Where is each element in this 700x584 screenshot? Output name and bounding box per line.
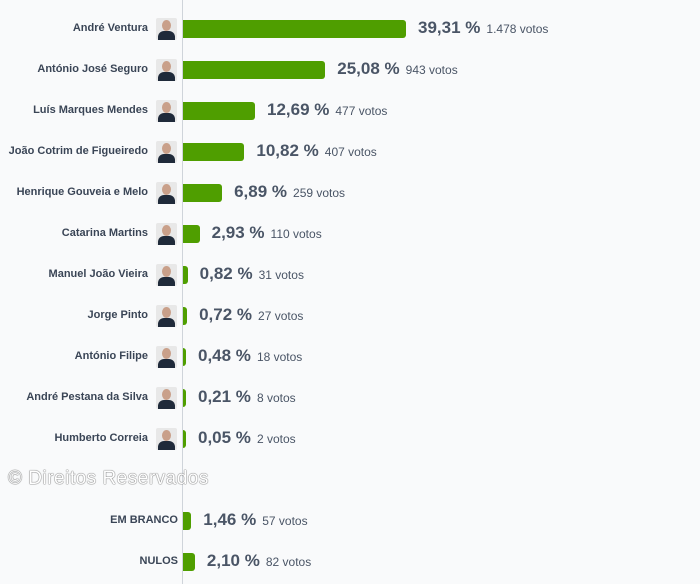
chart-row: Manuel João Vieira 0,82 % 31 votos <box>0 263 700 287</box>
candidate-photo <box>156 182 177 204</box>
candidate-photo <box>156 305 177 327</box>
bar <box>183 61 326 79</box>
category-label: Catarina Martins <box>61 227 148 239</box>
percent-label: 1,46 % <box>203 510 257 529</box>
watermark: © Direitos Reservados <box>8 468 209 489</box>
chart-row: João Cotrim de Figueiredo 10,82 % 407 voto… <box>0 140 700 164</box>
category-label: André Pestana da Silva <box>26 391 148 403</box>
percent-label: 2,93 % <box>211 223 265 242</box>
percent-label: 0,72 % <box>199 305 253 324</box>
bar <box>183 20 406 38</box>
votes-label: 8 votos <box>256 391 296 405</box>
chart-row: Luís Marques Mendes 12,69 % 477 votos <box>0 99 700 123</box>
votes-label: 407 votos <box>324 145 377 159</box>
votes-label: 31 votos <box>258 268 304 282</box>
chart-row: Henrique Gouveia e Melo 6,89 % 259 votos <box>0 181 700 205</box>
category-label: Luís Marques Mendes <box>33 104 148 116</box>
chart-row: António José Seguro 25,08 % 943 votos <box>0 58 700 82</box>
votes-label: 27 votos <box>258 309 304 323</box>
category-label: Henrique Gouveia e Melo <box>16 186 148 198</box>
percent-label: 12,69 % <box>266 100 330 119</box>
chart-row: NULOS 2,10 % 82 votos <box>0 550 700 574</box>
votes-label: 82 votos <box>265 555 312 569</box>
votes-label: 110 votos <box>270 227 322 241</box>
bar <box>183 389 186 407</box>
votes-label: 259 votos <box>293 186 346 200</box>
candidate-photo <box>156 223 177 245</box>
chart-row: EM BRANCO 1,46 % 57 votos <box>0 509 700 533</box>
value-label: 2,93 % 110 votos <box>212 223 322 243</box>
percent-label: 6,89 % <box>234 182 288 201</box>
candidate-photo <box>156 264 177 286</box>
chart-row: António Filipe 0,48 % 18 votos <box>0 345 700 369</box>
value-label: 6,89 % 259 votos <box>234 182 345 202</box>
votes-label: 477 votos <box>335 104 388 118</box>
category-label: EM BRANCO <box>110 514 178 526</box>
votes-label: 943 votos <box>405 63 458 77</box>
category-label: Manuel João Vieira <box>48 268 148 280</box>
value-label: 39,31 % 1.478 votos <box>418 18 548 38</box>
bar <box>183 430 186 448</box>
candidate-photo <box>156 428 177 450</box>
category-label: António José Seguro <box>37 63 148 75</box>
candidate-photo <box>156 59 177 81</box>
bar <box>183 307 188 325</box>
value-label: 0,05 % 2 votos <box>198 428 296 448</box>
percent-label: 0,05 % <box>198 428 251 447</box>
value-label: 2,10 % 82 votos <box>207 551 311 571</box>
value-label: 12,69 % 477 votos <box>267 100 387 120</box>
bar <box>183 266 188 284</box>
candidate-photo <box>156 141 177 163</box>
bar <box>183 512 192 530</box>
percent-label: 39,31 % <box>418 18 481 37</box>
value-label: 1,46 % 57 votos <box>203 510 307 530</box>
chart-row: André Pestana da Silva 0,21 % 8 votos <box>0 386 700 410</box>
chart-row: André Ventura 39,31 % 1.478 votos <box>0 17 700 41</box>
candidate-photo <box>156 18 177 40</box>
votes-label: 18 votos <box>256 350 303 364</box>
percent-label: 10,82 % <box>256 141 319 160</box>
percent-label: 25,08 % <box>337 59 400 78</box>
votes-label: 2 votos <box>256 432 296 446</box>
bar <box>183 184 223 202</box>
category-label: Jorge Pinto <box>87 309 148 321</box>
percent-label: 0,82 % <box>199 264 253 283</box>
candidate-photo <box>156 100 177 122</box>
bar <box>183 348 186 366</box>
bar <box>183 102 255 120</box>
percent-label: 0,48 % <box>198 346 251 365</box>
category-label: André Ventura <box>72 22 148 34</box>
bar <box>183 143 245 161</box>
chart-row: Jorge Pinto 0,72 % 27 votos <box>0 304 700 328</box>
bar <box>183 553 195 571</box>
percent-label: 0,21 % <box>198 387 251 406</box>
candidate-photo <box>156 346 177 368</box>
axis-line <box>182 0 183 584</box>
value-label: 0,21 % 8 votos <box>198 387 296 407</box>
value-label: 0,72 % 27 votos <box>199 305 303 325</box>
votes-label: 57 votos <box>262 514 308 528</box>
chart-row: Catarina Martins 2,93 % 110 votos <box>0 222 700 246</box>
votes-label: 1.478 votos <box>486 22 549 36</box>
value-label: 10,82 % 407 votos <box>256 141 376 161</box>
category-label: Humberto Correia <box>54 432 148 444</box>
category-label: NULOS <box>139 555 179 567</box>
value-label: 0,82 % 31 votos <box>200 264 304 284</box>
percent-label: 2,10 % <box>206 551 260 570</box>
category-label: António Filipe <box>74 350 148 362</box>
bar <box>183 225 200 243</box>
value-label: 0,48 % 18 votos <box>198 346 302 366</box>
chart-row: Humberto Correia 0,05 % 2 votos <box>0 427 700 451</box>
candidate-photo <box>156 387 177 409</box>
value-label: 25,08 % 943 votos <box>337 59 457 79</box>
category-label: João Cotrim de Figueiredo <box>8 145 148 157</box>
